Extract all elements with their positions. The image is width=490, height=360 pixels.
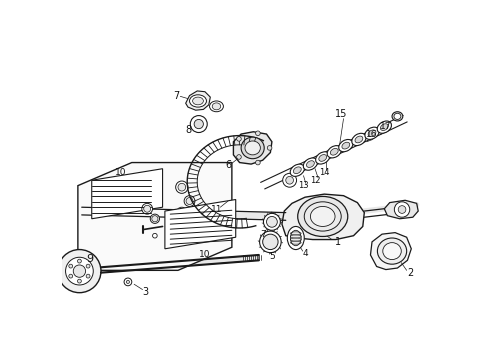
Circle shape [58,249,101,293]
Ellipse shape [342,142,350,149]
Ellipse shape [152,216,158,222]
Ellipse shape [210,101,223,112]
Circle shape [256,160,260,165]
Ellipse shape [264,213,280,230]
Text: 17: 17 [380,122,392,131]
Circle shape [194,120,203,129]
Circle shape [152,233,157,238]
Circle shape [268,145,272,150]
Ellipse shape [245,141,260,155]
Text: 9: 9 [86,254,93,264]
Circle shape [126,280,129,283]
Circle shape [69,264,73,268]
Polygon shape [101,255,259,273]
Ellipse shape [327,146,342,158]
Polygon shape [186,91,210,110]
Text: 6: 6 [225,160,231,170]
Ellipse shape [150,214,160,223]
Polygon shape [384,200,418,219]
Text: 16: 16 [366,130,378,139]
Text: 12: 12 [310,176,320,185]
Ellipse shape [291,230,301,246]
Text: 5: 5 [269,252,275,261]
Circle shape [86,264,90,268]
Circle shape [237,155,241,159]
Ellipse shape [144,205,150,212]
Text: 13: 13 [298,181,309,190]
Ellipse shape [304,202,341,231]
Circle shape [394,202,410,217]
Circle shape [69,274,73,278]
Ellipse shape [142,203,152,214]
Ellipse shape [355,136,363,143]
Ellipse shape [178,183,186,191]
Circle shape [77,279,81,283]
Ellipse shape [377,238,407,264]
Circle shape [286,176,294,184]
Polygon shape [233,132,272,164]
Ellipse shape [287,226,304,249]
Text: 10: 10 [199,251,211,260]
Circle shape [77,259,81,263]
Ellipse shape [190,95,206,107]
Ellipse shape [241,137,264,159]
Ellipse shape [184,195,195,206]
Text: 7: 7 [173,91,179,100]
Circle shape [256,131,260,136]
Circle shape [73,265,86,277]
Ellipse shape [294,167,301,174]
Ellipse shape [394,113,401,120]
Circle shape [66,257,93,285]
Ellipse shape [383,243,401,260]
Circle shape [124,278,132,286]
Text: 15: 15 [335,109,347,119]
Ellipse shape [303,158,318,170]
Text: 2: 2 [407,267,414,278]
Ellipse shape [316,152,330,164]
Polygon shape [92,169,163,219]
Ellipse shape [368,130,376,137]
Polygon shape [282,194,365,239]
Ellipse shape [298,197,348,237]
Text: 11: 11 [211,205,222,214]
Text: 4: 4 [302,249,308,258]
Ellipse shape [212,103,220,110]
Circle shape [190,116,207,132]
Ellipse shape [377,121,392,133]
Ellipse shape [330,148,338,155]
Ellipse shape [365,127,379,139]
Ellipse shape [352,133,366,145]
Ellipse shape [186,198,193,204]
Ellipse shape [380,124,388,130]
Ellipse shape [392,112,403,121]
Text: 8: 8 [185,125,191,135]
Text: 1: 1 [335,237,341,247]
Ellipse shape [267,216,277,227]
Text: 3: 3 [143,287,148,297]
Ellipse shape [176,181,188,193]
Polygon shape [78,163,232,270]
Ellipse shape [260,231,281,253]
Ellipse shape [339,139,353,152]
Ellipse shape [263,234,278,249]
Ellipse shape [193,97,203,105]
Circle shape [283,173,296,187]
Text: 7: 7 [260,230,266,239]
Circle shape [237,136,241,141]
Ellipse shape [319,154,327,161]
Ellipse shape [306,161,315,167]
Text: 14: 14 [319,168,330,177]
Circle shape [176,207,187,218]
Ellipse shape [311,206,335,226]
Polygon shape [165,199,236,249]
Circle shape [86,274,90,278]
Text: 10: 10 [115,168,126,177]
Polygon shape [370,233,411,270]
Circle shape [398,206,406,213]
Ellipse shape [290,164,304,176]
